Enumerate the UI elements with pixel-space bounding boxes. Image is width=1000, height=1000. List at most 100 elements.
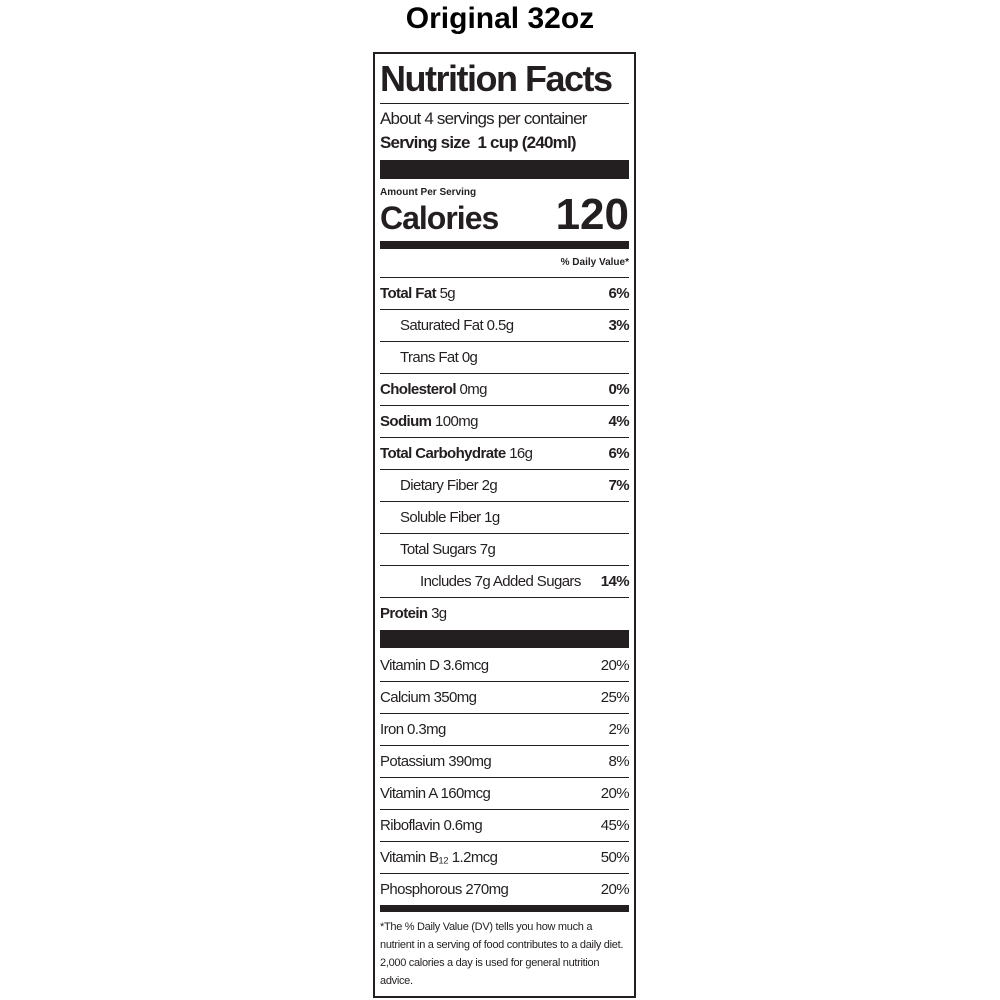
nutrient: Saturated Fat 0.5g [380, 310, 514, 341]
serving-size-label: Serving size [380, 133, 470, 152]
nutrient-row: Sodium 100mg 4% [380, 405, 630, 437]
nutrient-amount: 0.6mg [443, 817, 483, 834]
nutrient-name: Vitamin D [380, 657, 440, 674]
nutrient: Iron 0.3mg [380, 714, 446, 745]
nutrient-row: Soluble Fiber 1g [380, 501, 629, 533]
daily-value: 4% [608, 413, 630, 430]
vitamin-list: Vitamin D 3.6mcg 20% Calcium 350mg 25% Iron … [380, 650, 630, 905]
nutrient-name: Total Carbohydrate [380, 445, 506, 462]
nutrient-amount: 3g [431, 605, 447, 622]
nutrient: Vitamin A 160mcg [380, 778, 491, 809]
nutrient: Phosphorous 270mg [380, 874, 509, 905]
nutrient-name: Calcium [380, 689, 431, 706]
nutrient-row: Vitamin B₁₂ 1.2mcg 50% [380, 841, 630, 873]
nutrient-name: Iron [380, 721, 404, 738]
nutrient: Protein 3g [380, 598, 447, 629]
nutrient: Riboflavin 0.6mg [380, 810, 483, 841]
serving-size-value: 1 cup (240ml) [477, 133, 576, 152]
amount-per-serving: Amount Per Serving [380, 187, 477, 198]
nutrient-amount: 0.5g [486, 317, 514, 334]
nutrient-amount: 160mcg [440, 785, 491, 802]
nutrient-row: Vitamin D 3.6mcg 20% [380, 650, 630, 681]
nutrient-amount: 0mg [459, 381, 488, 398]
daily-value: 3% [608, 317, 630, 334]
nutrient-name: Potassium [380, 753, 445, 770]
nutrient-amount: 0g [461, 349, 478, 366]
daily-value: 20% [600, 785, 630, 802]
nutrient-amount: 270mg [465, 881, 509, 898]
daily-value: 50% [600, 849, 630, 866]
nutrient-row: Vitamin A 160mcg 20% [380, 777, 630, 809]
nutrient-name: Sodium [380, 413, 432, 430]
nutrient-row: Cholesterol 0mg 0% [380, 373, 630, 405]
nutrient-amount: 3.6mcg [442, 657, 489, 674]
nutrient-name: Trans Fat [400, 349, 459, 366]
daily-value: 6% [608, 285, 630, 302]
calories-label: Calories [380, 200, 499, 236]
servings: About 4 servings per container [380, 109, 587, 128]
nutrient: Total Carbohydrate 16g [380, 438, 533, 469]
daily-value: 8% [608, 753, 630, 770]
nutrient: Calcium 350mg [380, 682, 477, 713]
nutrient-name: Dietary Fiber [400, 477, 479, 494]
nutrient-name: Saturated Fat [400, 317, 484, 334]
nutrient-row: Phosphorous 270mg 20% [380, 873, 630, 905]
nutrient-row: Riboflavin 0.6mg 45% [380, 809, 630, 841]
nutrient-row: Saturated Fat 0.5g 3% [380, 309, 630, 341]
daily-value: 20% [600, 657, 630, 674]
nutrient-row: Total Sugars 7g [380, 533, 629, 565]
nutrient-name: Vitamin B₁₂ [380, 849, 449, 866]
daily-value: 45% [600, 817, 630, 834]
nutrient-name: Cholesterol [380, 381, 457, 398]
nutrient: Soluble Fiber 1g [380, 502, 500, 533]
nutrient-row: Total Fat 5g 6% [380, 278, 630, 309]
nutrient-name: Riboflavin [380, 817, 440, 834]
nutrient: Dietary Fiber 2g [380, 470, 498, 501]
nutrient: Total Fat 5g [380, 278, 456, 309]
serving-size: Serving size 1 cup (240ml) [380, 131, 629, 155]
nutrient: Cholesterol 0mg [380, 374, 487, 405]
nutrient: Vitamin B₁₂ 1.2mcg [380, 842, 498, 873]
nutrient: Includes 7g Added Sugars [380, 566, 581, 597]
nutrient-name: Soluble Fiber [400, 509, 481, 526]
nutrient: Potassium 390mg [380, 746, 492, 777]
nutrient-row: Dietary Fiber 2g 7% [380, 469, 630, 501]
nutrient-row: Trans Fat 0g [380, 341, 629, 373]
daily-value: 14% [600, 573, 630, 590]
nutrient-row: Total Carbohydrate 16g 6% [380, 437, 630, 469]
calories-value: 120 [555, 190, 629, 239]
nutrient-amount: 5g [439, 285, 456, 302]
thick-rule [380, 905, 629, 912]
nutrient-row: Includes 7g Added Sugars 14% [380, 565, 630, 597]
nutrient-amount: 390mg [448, 753, 492, 770]
calories-row: Calories 120 [380, 193, 629, 237]
nutrient-row: Protein 3g [380, 597, 629, 629]
daily-value: 0% [608, 381, 630, 398]
nutrient-amount: 2g [481, 477, 498, 494]
daily-value: 6% [608, 445, 630, 462]
daily-value-header: % Daily Value* [380, 249, 629, 278]
nutrition-label: Nutrition Facts About 4 servings per con… [373, 52, 636, 998]
title: Original 32oz [405, 2, 595, 35]
nutrient-amount: 1.2mcg [451, 849, 498, 866]
nutrient-amount: 7g [479, 541, 496, 558]
nutrient-name: Includes 7g Added Sugars [420, 573, 581, 590]
nutrient: Vitamin D 3.6mcg [380, 650, 489, 681]
nutrient-name: Vitamin A [380, 785, 437, 802]
daily-value: 25% [600, 689, 630, 706]
nutrient: Trans Fat 0g [380, 342, 478, 373]
nutrient-name: Phosphorous [380, 881, 462, 898]
nutrient-amount: 100mg [434, 413, 478, 430]
thick-rule [380, 630, 629, 648]
nutrient-row: Potassium 390mg 8% [380, 745, 630, 777]
nutrient-amount: 0.3mg [407, 721, 446, 738]
thick-rule [380, 160, 629, 179]
nutrient: Sodium 100mg [380, 406, 478, 437]
nutrient-amount: 350mg [433, 689, 477, 706]
heading: Nutrition Facts [380, 54, 629, 104]
nutrient-row: Iron 0.3mg 2% [380, 713, 630, 745]
nutrient-amount: 1g [484, 509, 500, 526]
nutrient-name: Total Sugars [400, 541, 477, 558]
nutrient-amount: 16g [509, 445, 533, 462]
